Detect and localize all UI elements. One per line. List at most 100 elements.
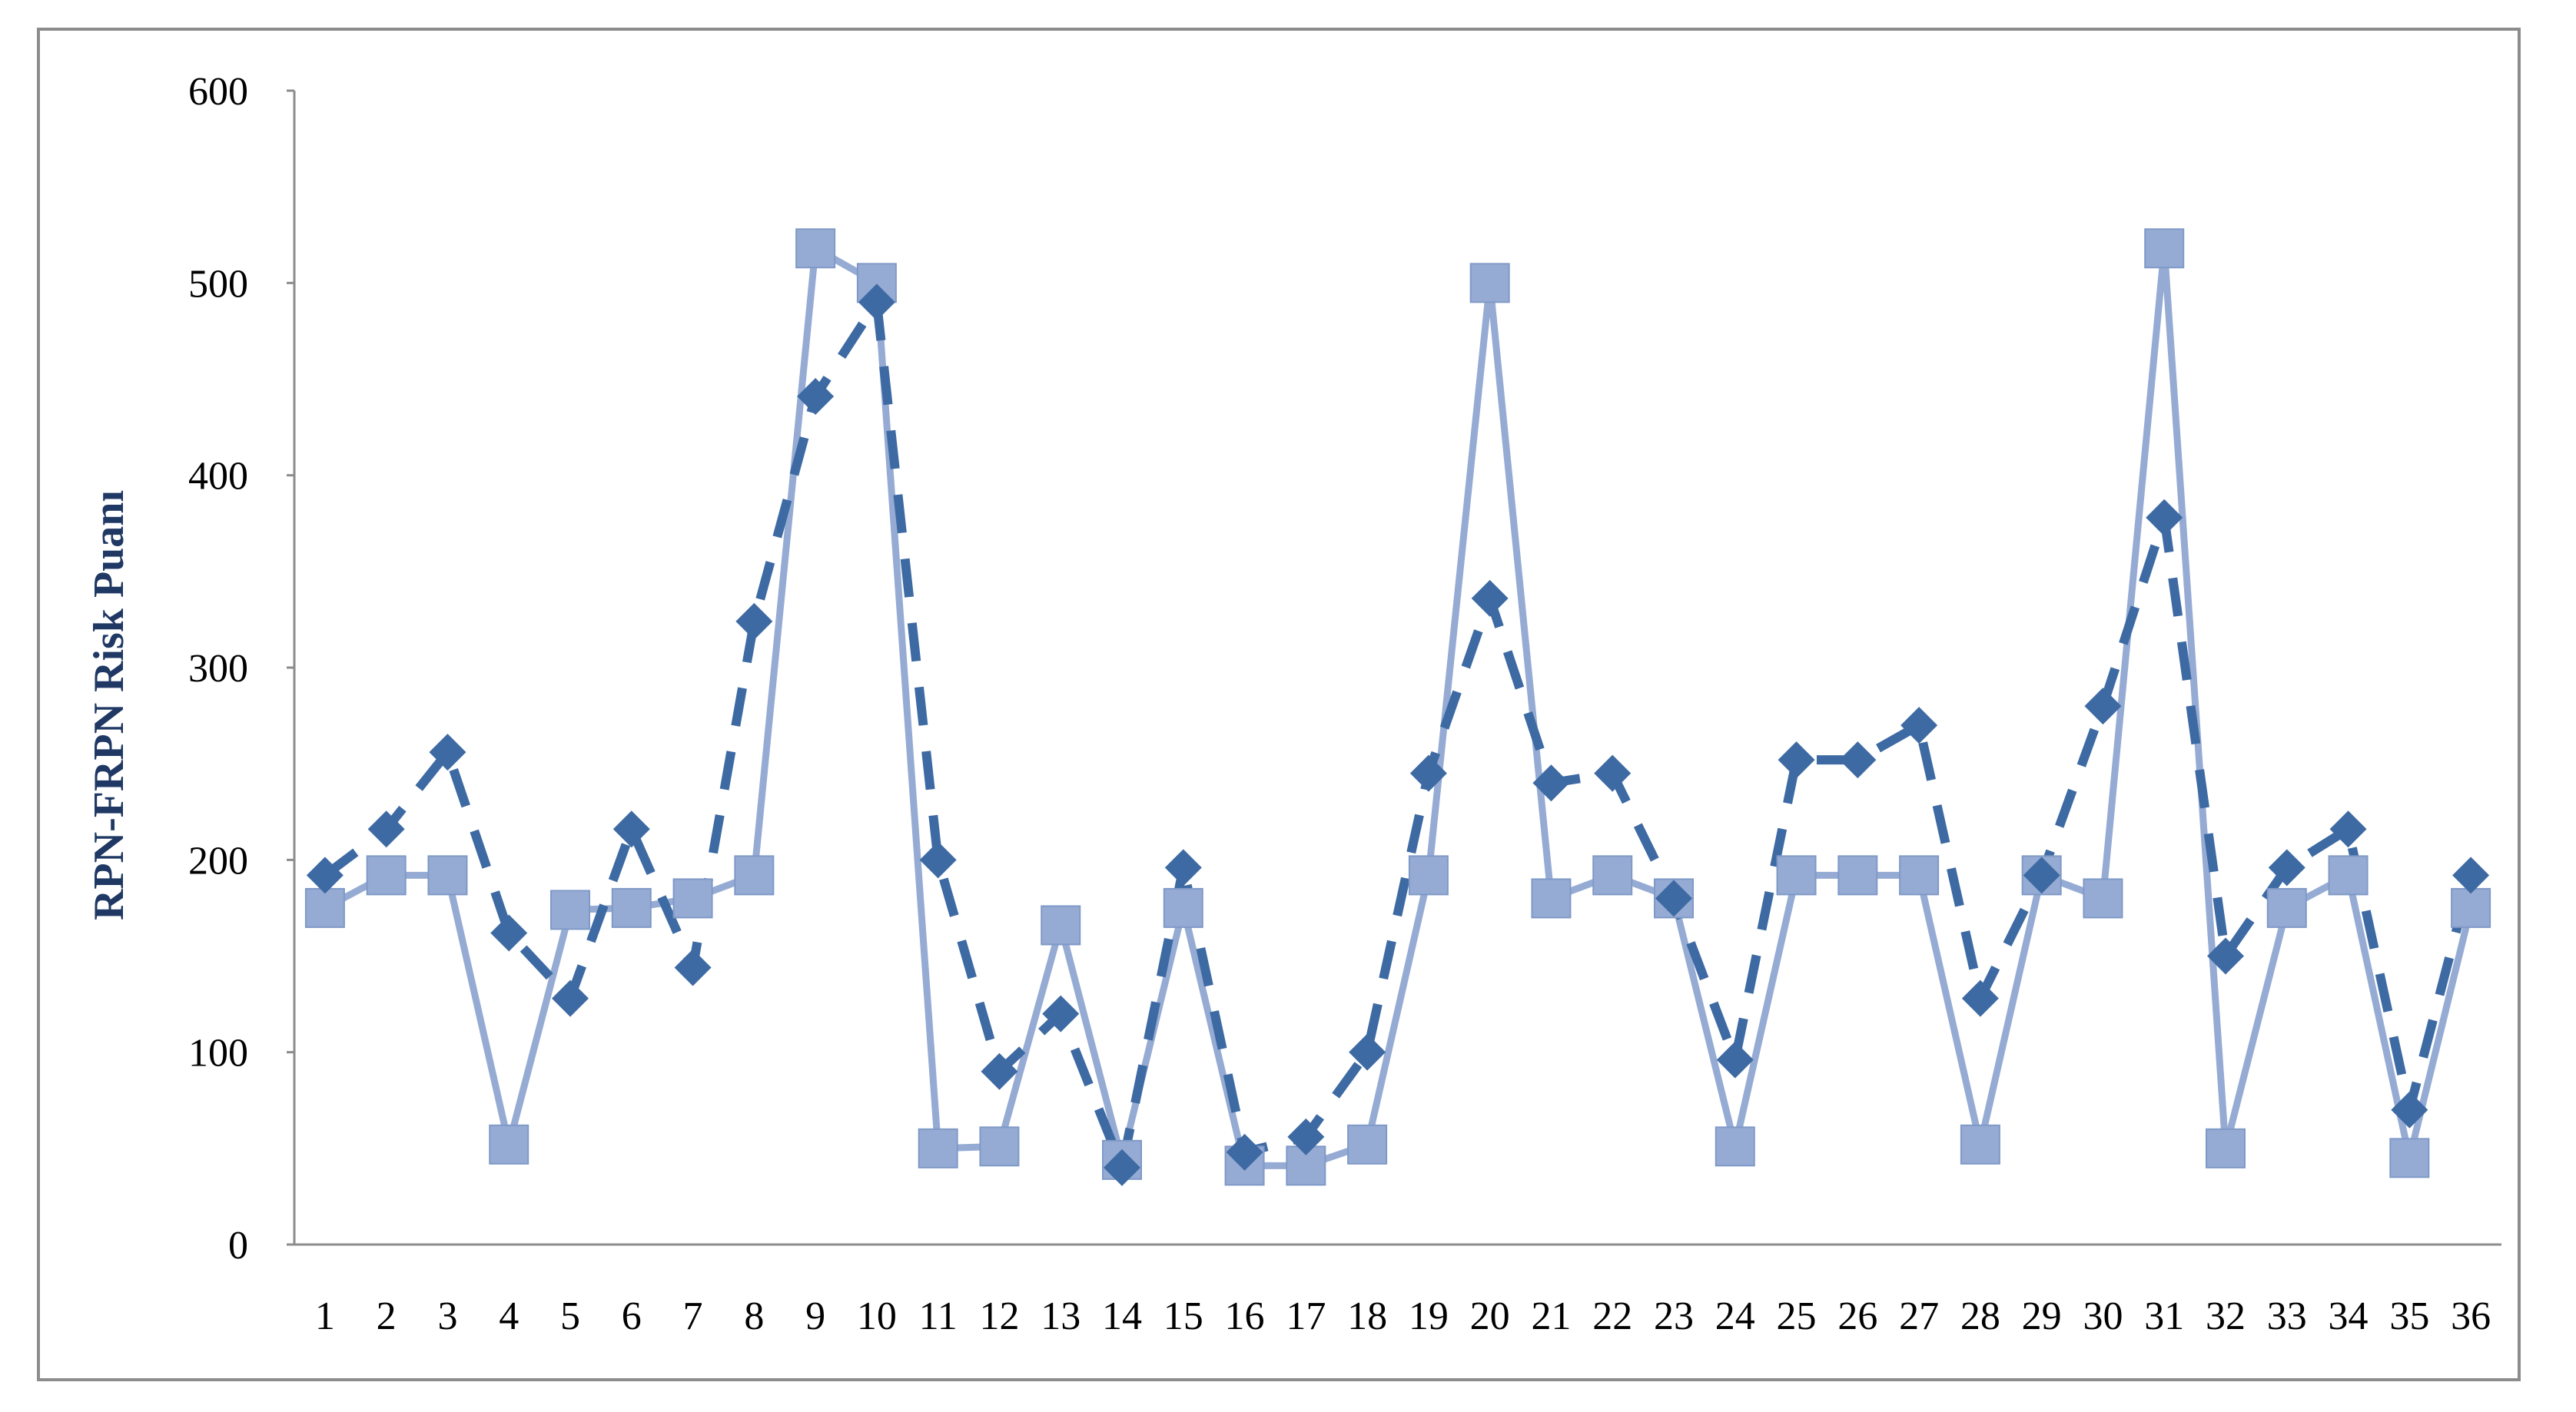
series-2-point (489, 1124, 529, 1165)
x-tick-label: 24 (1715, 1294, 1755, 1338)
series-2-point (734, 855, 775, 896)
x-tick-label: 3 (437, 1294, 457, 1338)
series-2-point (1592, 855, 1633, 896)
x-tick-label: 27 (1899, 1294, 1939, 1338)
series-1-point (735, 602, 773, 640)
series-1-point (1226, 1133, 1263, 1171)
x-tick-label: 14 (1102, 1294, 1142, 1338)
series-2-point (2451, 887, 2491, 928)
x-tick-label: 25 (1777, 1294, 1817, 1338)
series-2-point (1837, 855, 1878, 896)
series-1-point (2452, 857, 2490, 894)
series-1-point (612, 810, 650, 848)
series-1-point (797, 378, 835, 416)
series-1-point (1839, 741, 1877, 779)
series-1-point (367, 810, 405, 848)
series-2-point (304, 887, 345, 928)
x-tick-label: 1 (315, 1294, 335, 1338)
series-2-point (1408, 855, 1449, 896)
y-tick-label: 300 (188, 647, 248, 691)
series-2-point (1347, 1124, 1388, 1165)
series-2-point (611, 887, 652, 928)
series-2-point (2144, 228, 2185, 269)
series-1-point (552, 979, 589, 1017)
series-2-point (550, 890, 590, 930)
x-tick-label: 12 (979, 1294, 1019, 1338)
series-1-point (2023, 857, 2060, 894)
series-1-point (858, 283, 895, 321)
x-tick-label: 2 (377, 1294, 397, 1338)
series-layer (304, 228, 2491, 1186)
x-tick-label: 32 (2206, 1294, 2246, 1338)
series-1-point (1409, 754, 1447, 792)
y-tick-label: 500 (188, 262, 248, 306)
x-tick-label: 20 (1470, 1294, 1510, 1338)
series-1-point (1104, 1148, 1140, 1186)
y-axis-title: RPN-FRPN Risk Puanı (85, 490, 133, 920)
x-tick-label: 31 (2144, 1294, 2184, 1338)
series-1-point (1042, 995, 1080, 1032)
series-2-point (1776, 855, 1817, 896)
x-tick-label: 10 (857, 1294, 897, 1338)
x-tick-label: 7 (683, 1294, 703, 1338)
series-1-point (1349, 1033, 1386, 1071)
y-tick-label: 600 (188, 70, 248, 114)
series-1-point (1900, 707, 1938, 744)
series-1-point (2329, 810, 2367, 848)
x-tick-label: 35 (2389, 1294, 2429, 1338)
x-tick-label: 21 (1531, 1294, 1571, 1338)
series-1-point (1778, 741, 1815, 779)
y-tick-label: 100 (188, 1032, 248, 1076)
x-axis: 1 2 3 4 5 6 7 8 9 10 11 12 13 14 15 16 17 18 19 20 21 22 23 24 2… (294, 1243, 2501, 1338)
series-1-point (1716, 1041, 1754, 1079)
x-tick-label: 22 (1592, 1294, 1632, 1338)
x-tick-label: 30 (2083, 1294, 2123, 1338)
series-2-point (2328, 855, 2369, 896)
series-2-point (1531, 878, 1572, 919)
series-1-point (1655, 880, 1692, 917)
series-1-point (1594, 754, 1632, 792)
x-tick-label: 15 (1164, 1294, 1203, 1338)
x-tick-label: 6 (622, 1294, 642, 1338)
series-2-point (1469, 263, 1510, 303)
series-1-point (1961, 979, 1999, 1017)
y-axis: 0 100 200 300 400 500 600 (188, 70, 296, 1268)
x-tick-label: 4 (499, 1294, 519, 1338)
series-1-point (2084, 688, 2122, 725)
x-tick-label: 17 (1286, 1294, 1326, 1338)
series-1-point (306, 857, 344, 894)
x-tick-label: 5 (560, 1294, 580, 1338)
x-tick-label: 8 (744, 1294, 764, 1338)
x-tick-label: 26 (1837, 1294, 1877, 1338)
series-2-point (1715, 1126, 1755, 1167)
y-tick-label: 0 (228, 1224, 248, 1268)
x-tick-label: 16 (1225, 1294, 1265, 1338)
series-2-point (918, 1128, 958, 1168)
series-1-point (1287, 1118, 1325, 1155)
series-1-point (981, 1052, 1018, 1090)
series-2-point (672, 878, 713, 919)
series-1-point (919, 841, 957, 879)
series-2-point (1960, 1124, 2000, 1165)
x-tick-label: 28 (1960, 1294, 2000, 1338)
series-2-point (2266, 887, 2307, 928)
series-2-point (2206, 1128, 2246, 1168)
x-tick-label: 33 (2267, 1294, 2307, 1338)
x-tick-label: 29 (2022, 1294, 2062, 1338)
series-2-point (979, 1126, 1020, 1167)
series-2-point (366, 855, 407, 896)
series-1-point (2146, 499, 2183, 536)
x-tick-label: 34 (2329, 1294, 2369, 1338)
series-1-point (1532, 764, 1570, 802)
x-tick-label: 18 (1347, 1294, 1387, 1338)
series-1-point (490, 914, 528, 952)
series-2-point (795, 228, 836, 269)
series-2-point (1899, 855, 1940, 896)
x-tick-label: 13 (1041, 1294, 1081, 1338)
series-2-point (1041, 905, 1081, 946)
series-2-point (2083, 878, 2123, 919)
y-tick-label: 400 (188, 455, 248, 499)
series-1-point (674, 949, 712, 986)
